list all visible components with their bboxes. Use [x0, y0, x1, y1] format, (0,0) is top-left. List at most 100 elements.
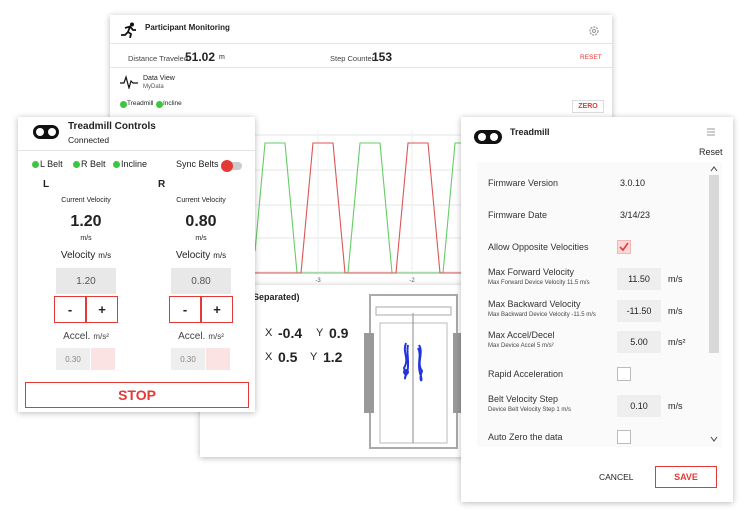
- current-label: Current Velocity: [61, 197, 111, 204]
- accel-spinner[interactable]: [91, 348, 115, 370]
- wave-icon: [120, 75, 138, 89]
- divider: [110, 43, 612, 44]
- accel-unit: m/s²: [208, 332, 224, 341]
- status-dot: [32, 161, 39, 168]
- setting-label: Auto Zero the data: [488, 432, 563, 442]
- accel-text: Accel.: [63, 331, 91, 342]
- reset-link[interactable]: Reset: [699, 147, 723, 157]
- scrollbar[interactable]: [709, 175, 719, 353]
- panel-title: Treadmill Controls: [68, 121, 156, 132]
- setting-input[interactable]: 5.00: [617, 331, 661, 353]
- cancel-button[interactable]: CANCEL: [599, 472, 634, 482]
- velocity-unit: m/s: [98, 251, 112, 260]
- setting-sublabel: Max Device Accel 5 m/s²: [488, 343, 554, 349]
- setting-value: 3.0.10: [620, 178, 646, 188]
- settings-icon[interactable]: [588, 25, 600, 37]
- setting-label: Belt Velocity Step: [488, 394, 559, 404]
- checkbox[interactable]: [617, 430, 631, 444]
- data-view-title: Data View: [143, 75, 175, 82]
- setting-sublabel: Device Belt Velocity Step 1 m/s: [488, 407, 572, 413]
- y-value: 1.2: [323, 349, 343, 365]
- scroll-up[interactable]: [709, 165, 719, 173]
- indicator-label: Incline: [121, 159, 148, 169]
- divider: [110, 67, 612, 68]
- setting-input[interactable]: -11.50: [617, 300, 661, 322]
- current-unit: m/s: [195, 235, 207, 242]
- treadmill-panel: Treadmill Reset Firmware Version 3.0.10 Firm…: [461, 117, 733, 502]
- plus-button[interactable]: +: [201, 296, 233, 323]
- divider: [18, 150, 255, 151]
- setting-unit: m/s: [668, 306, 683, 316]
- reset-button[interactable]: RESET: [580, 54, 602, 61]
- treadmill-icon: [33, 125, 59, 139]
- setting-sublabel: Max Forward Device Velocity 11.5 m/s: [488, 280, 590, 286]
- axis-label: Y: [316, 327, 324, 339]
- setting-label: Firmware Date: [488, 210, 548, 220]
- status-dot: [113, 161, 120, 168]
- sync-label: Sync Belts: [176, 159, 219, 169]
- indicator-label: R Belt: [81, 159, 106, 169]
- step-label: Step Counter: [330, 54, 375, 63]
- treadmill-diagram: [364, 294, 463, 449]
- setting-label: Max Backward Velocity: [488, 299, 581, 309]
- x-value: 0.5: [278, 349, 298, 365]
- side-label: R: [158, 179, 166, 190]
- scroll-down[interactable]: [709, 435, 719, 443]
- status-dot: [73, 161, 80, 168]
- setting-label: Rapid Acceleration: [488, 369, 564, 379]
- setting-input[interactable]: 11.50: [617, 268, 661, 290]
- data-view-subtitle: MyData: [143, 84, 164, 90]
- y-value: 0.9: [329, 325, 349, 341]
- runner-icon: [121, 22, 136, 38]
- current-label: Current Velocity: [176, 197, 226, 204]
- zero-button[interactable]: ZERO: [572, 100, 604, 113]
- x-tick-label: -2: [409, 278, 415, 284]
- velocity-text: Velocity: [175, 250, 211, 261]
- axis-label: X: [265, 327, 273, 339]
- axis-label: X: [265, 351, 273, 363]
- status-dot: [156, 101, 163, 108]
- setting-label: Allow Opposite Velocities: [488, 242, 589, 252]
- side-label: L: [43, 179, 50, 190]
- axis-label: Y: [310, 351, 318, 363]
- accel-unit: m/s²: [93, 332, 109, 341]
- setting-unit: m/s²: [668, 337, 686, 347]
- panel-title: Participant Monitoring: [145, 23, 230, 32]
- checkbox[interactable]: [617, 240, 631, 254]
- velocity-input[interactable]: 1.20: [56, 268, 116, 294]
- setting-input[interactable]: 0.10: [617, 395, 661, 417]
- velocity-unit: m/s: [213, 251, 227, 260]
- checkbox[interactable]: [617, 367, 631, 381]
- stop-button[interactable]: STOP: [25, 382, 249, 408]
- velocity-text: Velocity: [60, 250, 96, 261]
- plus-button[interactable]: +: [86, 296, 118, 323]
- setting-unit: m/s: [668, 401, 683, 411]
- accel-input[interactable]: 0.30: [171, 348, 205, 370]
- step-value: 153: [372, 50, 393, 64]
- setting-label: Firmware Version: [488, 178, 559, 188]
- current-unit: m/s: [80, 235, 92, 242]
- setting-value: 3/14/23: [620, 210, 651, 220]
- accel-spinner[interactable]: [206, 348, 230, 370]
- accel-text: Accel.: [178, 331, 206, 342]
- velocity-label: Velocity m/s: [176, 250, 226, 261]
- status: Connected: [68, 135, 110, 145]
- minus-button[interactable]: -: [169, 296, 201, 323]
- indicator-label: L Belt: [40, 159, 63, 169]
- save-button[interactable]: SAVE: [655, 466, 717, 488]
- x-tick-label: -3: [315, 278, 321, 284]
- distance-value: 51.02: [185, 50, 216, 64]
- controls-panel: Treadmill Controls Connected L Belt R Belt I…: [18, 117, 255, 412]
- setting-unit: m/s: [668, 274, 683, 284]
- x-value: -0.4: [278, 325, 303, 341]
- velocity-label: Velocity m/s: [61, 250, 111, 261]
- minus-button[interactable]: -: [54, 296, 86, 323]
- panel-title: Treadmill: [510, 127, 550, 137]
- status-dot: [120, 101, 127, 108]
- menu-icon[interactable]: [706, 127, 716, 137]
- accel-input[interactable]: 0.30: [56, 348, 90, 370]
- velocity-input[interactable]: 0.80: [171, 268, 231, 294]
- sync-toggle[interactable]: [218, 159, 244, 173]
- check-mark: [619, 242, 629, 252]
